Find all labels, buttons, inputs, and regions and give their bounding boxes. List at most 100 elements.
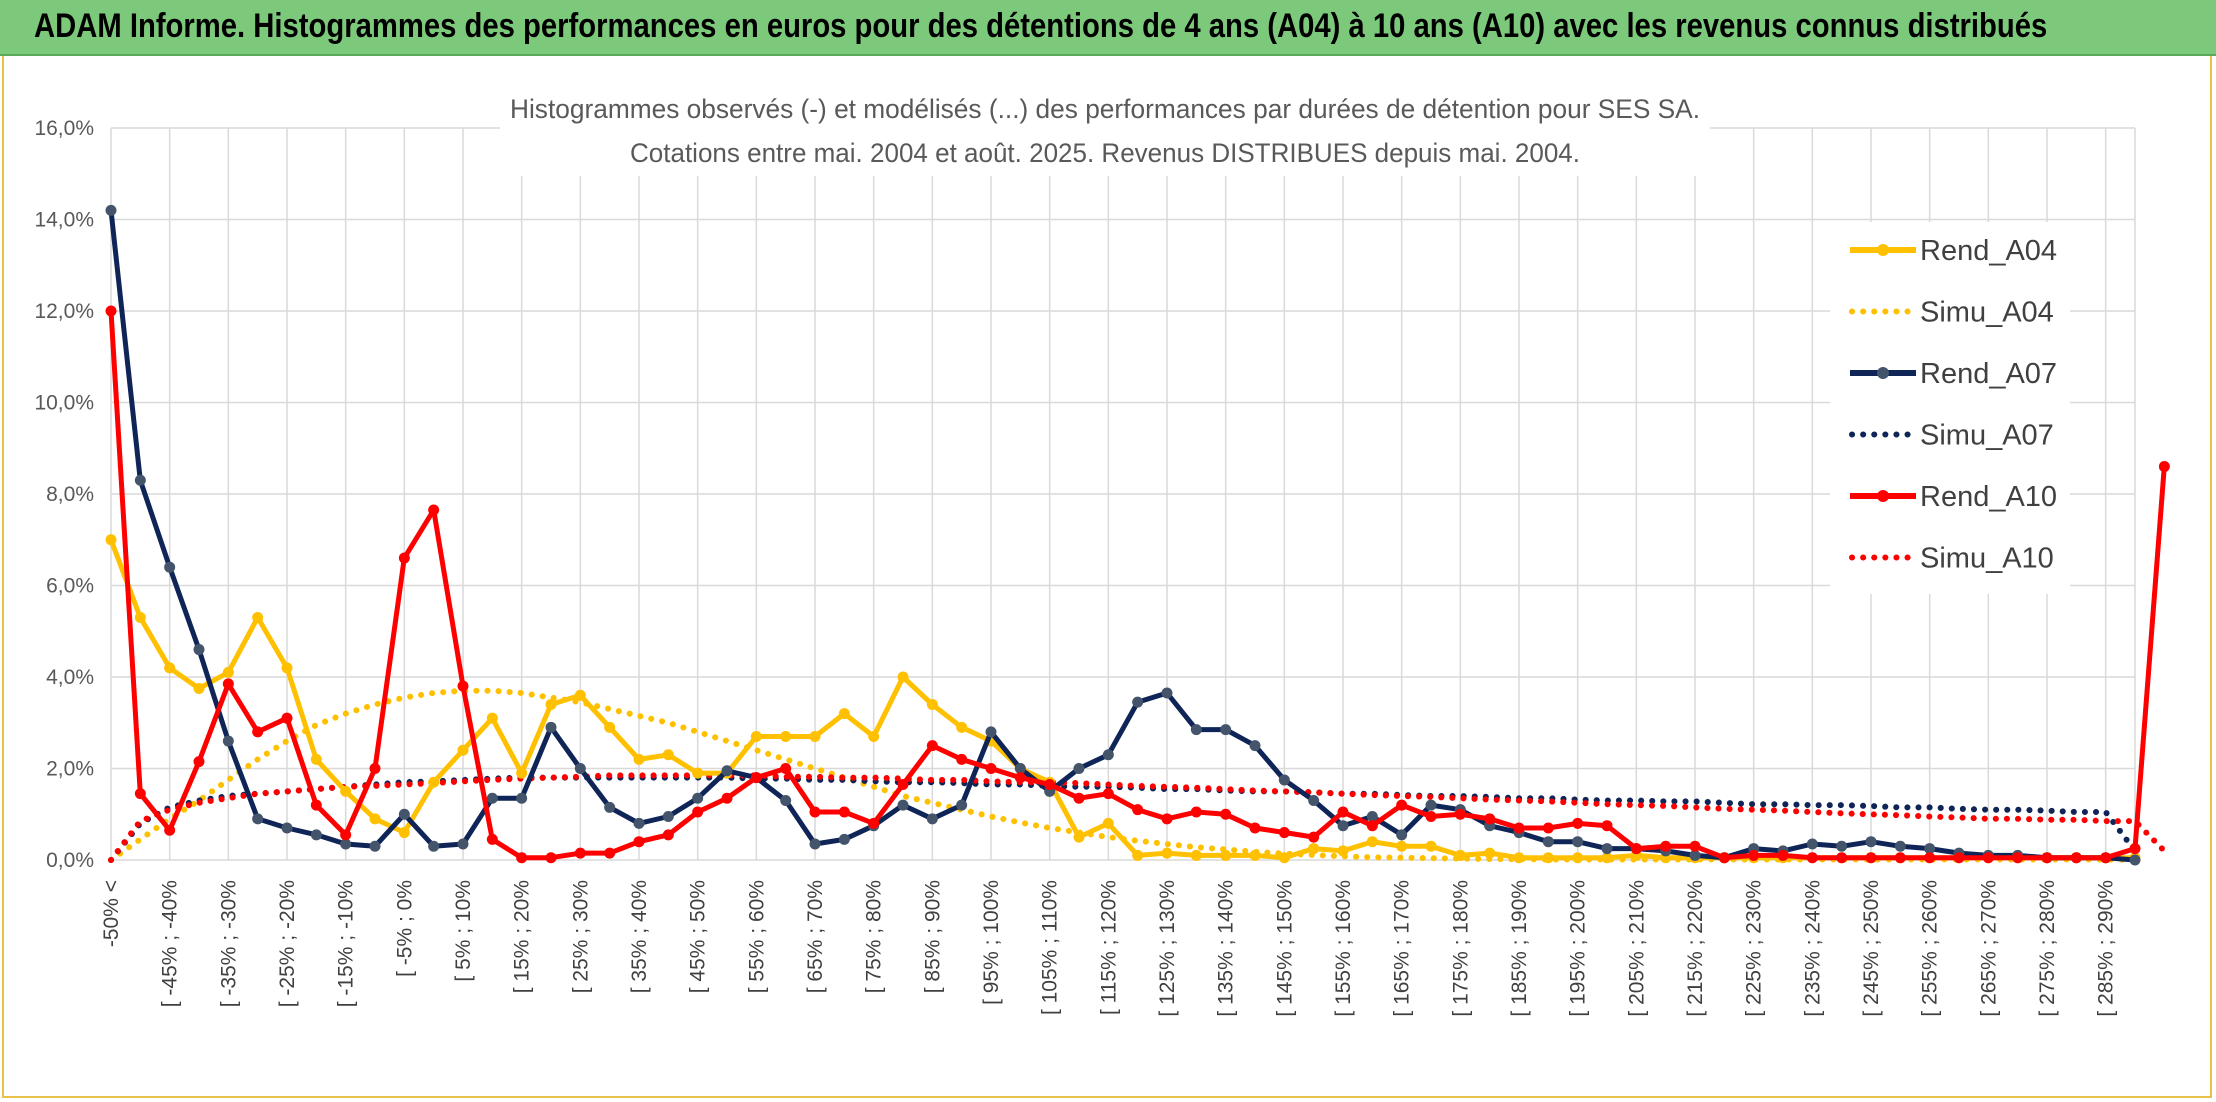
data-point bbox=[1924, 852, 1936, 864]
x-tick-label: [ 285% ; 290% bbox=[2095, 880, 2118, 1017]
data-point bbox=[985, 763, 997, 774]
y-axis-ticks: 0,0% 2,0% 4,0% 6,0% 8,0% 10,0% 12,0% 14,0% 16,0% bbox=[34, 117, 94, 872]
x-tick-label: [ 55% ; 60% bbox=[745, 880, 768, 993]
data-point bbox=[1601, 843, 1613, 855]
data-point bbox=[252, 612, 264, 624]
data-point bbox=[809, 730, 821, 742]
data-point bbox=[516, 852, 528, 864]
data-point bbox=[1454, 849, 1466, 861]
data-point bbox=[1161, 847, 1173, 859]
data-point bbox=[1337, 806, 1349, 818]
data-point bbox=[1572, 836, 1584, 848]
data-point bbox=[1396, 799, 1408, 811]
x-tick-label: [ 215% ; 220% bbox=[1684, 880, 1707, 1017]
x-tick-label: [ 265% ; 270% bbox=[1977, 880, 2000, 1017]
data-point bbox=[604, 721, 616, 733]
data-point bbox=[1953, 852, 1965, 864]
x-tick-label: [ 175% ; 180% bbox=[1449, 880, 1472, 1017]
data-point bbox=[340, 838, 352, 850]
data-point bbox=[398, 827, 410, 839]
data-point bbox=[868, 730, 880, 742]
data-point bbox=[1484, 847, 1496, 859]
x-tick-label: [ 85% ; 90% bbox=[921, 880, 944, 993]
x-tick-label: [ 235% ; 240% bbox=[1801, 880, 1824, 1017]
y-tick-label: 6,0% bbox=[46, 575, 94, 598]
data-point bbox=[926, 813, 938, 825]
x-tick-label: [ 165% ; 170% bbox=[1391, 880, 1414, 1017]
data-point bbox=[105, 305, 117, 317]
data-point bbox=[1454, 808, 1466, 820]
series-Simu_A07 bbox=[108, 774, 2138, 863]
data-point bbox=[985, 726, 997, 738]
data-point bbox=[1513, 822, 1525, 834]
data-point bbox=[633, 817, 645, 829]
y-tick-label: 16,0% bbox=[34, 117, 94, 140]
data-point bbox=[486, 833, 498, 845]
data-point bbox=[1102, 788, 1114, 800]
data-point bbox=[574, 763, 586, 774]
data-point bbox=[1689, 849, 1701, 861]
data-point bbox=[1865, 852, 1877, 864]
x-tick-label: [ -15% ; -10% bbox=[335, 880, 358, 1007]
data-point bbox=[662, 829, 674, 841]
data-point bbox=[1425, 799, 1437, 811]
data-point bbox=[222, 666, 234, 678]
x-tick-label: [ 125% ; 130% bbox=[1156, 880, 1179, 1017]
x-tick-label: [ 145% ; 150% bbox=[1273, 880, 1296, 1017]
x-tick-label: [ 65% ; 70% bbox=[804, 880, 827, 993]
legend-label: Simu_A10 bbox=[1920, 543, 2054, 575]
data-point bbox=[897, 799, 909, 811]
data-point bbox=[1836, 852, 1848, 864]
x-tick-label: [ 185% ; 190% bbox=[1508, 880, 1531, 1017]
data-point bbox=[310, 799, 322, 811]
data-point bbox=[1366, 811, 1378, 823]
data-point bbox=[692, 792, 704, 804]
data-point bbox=[1132, 804, 1144, 816]
data-point bbox=[1190, 849, 1202, 861]
data-point bbox=[633, 836, 645, 848]
data-point bbox=[1308, 795, 1320, 807]
data-point bbox=[1102, 749, 1114, 761]
data-point bbox=[780, 730, 792, 742]
data-point bbox=[310, 829, 322, 841]
data-point bbox=[1278, 852, 1290, 864]
x-tick-label: [ -35% ; -30% bbox=[217, 880, 240, 1007]
x-tick-label: [ 195% ; 200% bbox=[1567, 880, 1590, 1017]
data-point bbox=[1748, 849, 1760, 861]
data-point bbox=[780, 763, 792, 774]
data-point bbox=[692, 806, 704, 818]
data-point bbox=[662, 749, 674, 761]
x-tick-label: [ 5% ; 10% bbox=[452, 880, 475, 982]
data-point bbox=[281, 712, 293, 724]
x-tick-label: [ 275% ; 280% bbox=[2036, 880, 2059, 1017]
data-point bbox=[545, 721, 557, 733]
data-point bbox=[574, 847, 586, 859]
legend-label: Simu_A04 bbox=[1920, 297, 2054, 329]
x-tick-label: [ -5% ; 0% bbox=[393, 880, 416, 977]
data-point bbox=[457, 680, 469, 692]
data-point bbox=[750, 772, 762, 784]
data-point bbox=[2129, 843, 2141, 855]
x-tick-label: [ 75% ; 80% bbox=[863, 880, 886, 993]
series-Simu_A04 bbox=[108, 687, 2138, 863]
y-tick-label: 0,0% bbox=[46, 849, 94, 872]
data-point bbox=[1102, 817, 1114, 829]
data-point bbox=[1278, 827, 1290, 839]
data-point bbox=[193, 756, 205, 768]
x-tick-label: [ 155% ; 160% bbox=[1332, 880, 1355, 1017]
data-point bbox=[105, 204, 117, 216]
data-point bbox=[369, 813, 381, 825]
data-point bbox=[2100, 852, 2112, 864]
data-point bbox=[1278, 774, 1290, 786]
data-point bbox=[1836, 840, 1848, 852]
data-point bbox=[281, 662, 293, 674]
x-tick-label: [ 225% ; 230% bbox=[1743, 880, 1766, 1017]
series bbox=[105, 204, 2170, 866]
data-point bbox=[692, 767, 704, 779]
x-tick-label: [ -25% ; -20% bbox=[276, 880, 299, 1007]
data-point bbox=[1366, 836, 1378, 848]
data-point bbox=[1982, 852, 1994, 864]
legend-item-Simu_A07: Simu_A07 bbox=[1849, 420, 2054, 452]
data-point bbox=[1073, 831, 1085, 843]
